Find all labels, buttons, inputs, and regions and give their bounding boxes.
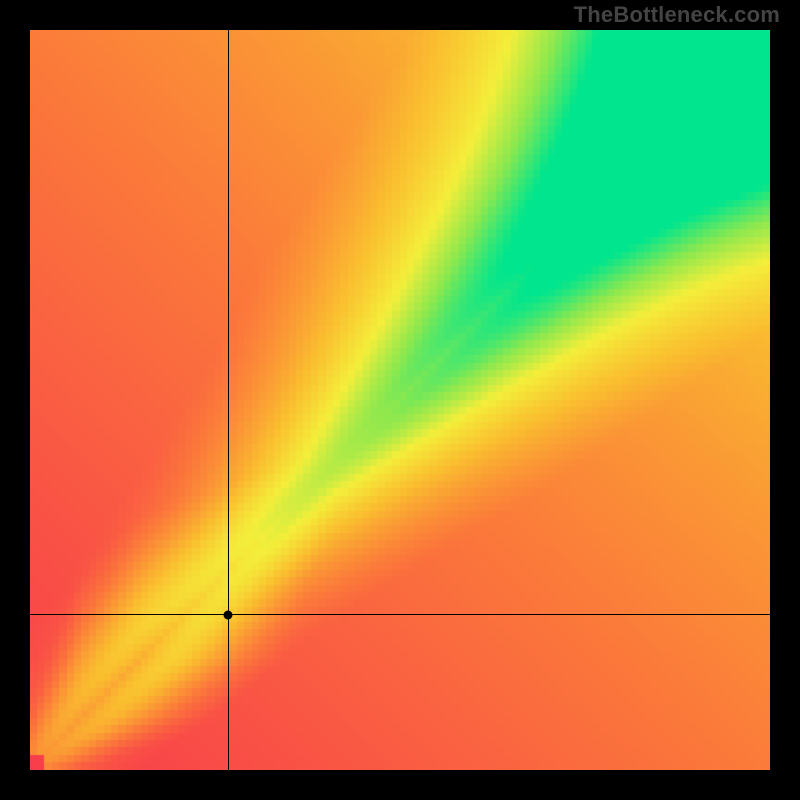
watermark-text: TheBottleneck.com <box>574 2 780 28</box>
frame-right <box>770 0 800 800</box>
crosshair-vertical <box>228 30 229 770</box>
chart-container: TheBottleneck.com <box>0 0 800 800</box>
crosshair-horizontal <box>30 614 770 615</box>
bottleneck-heatmap <box>30 30 770 770</box>
crosshair-marker <box>224 610 233 619</box>
frame-bottom <box>0 770 800 800</box>
frame-left <box>0 0 30 800</box>
